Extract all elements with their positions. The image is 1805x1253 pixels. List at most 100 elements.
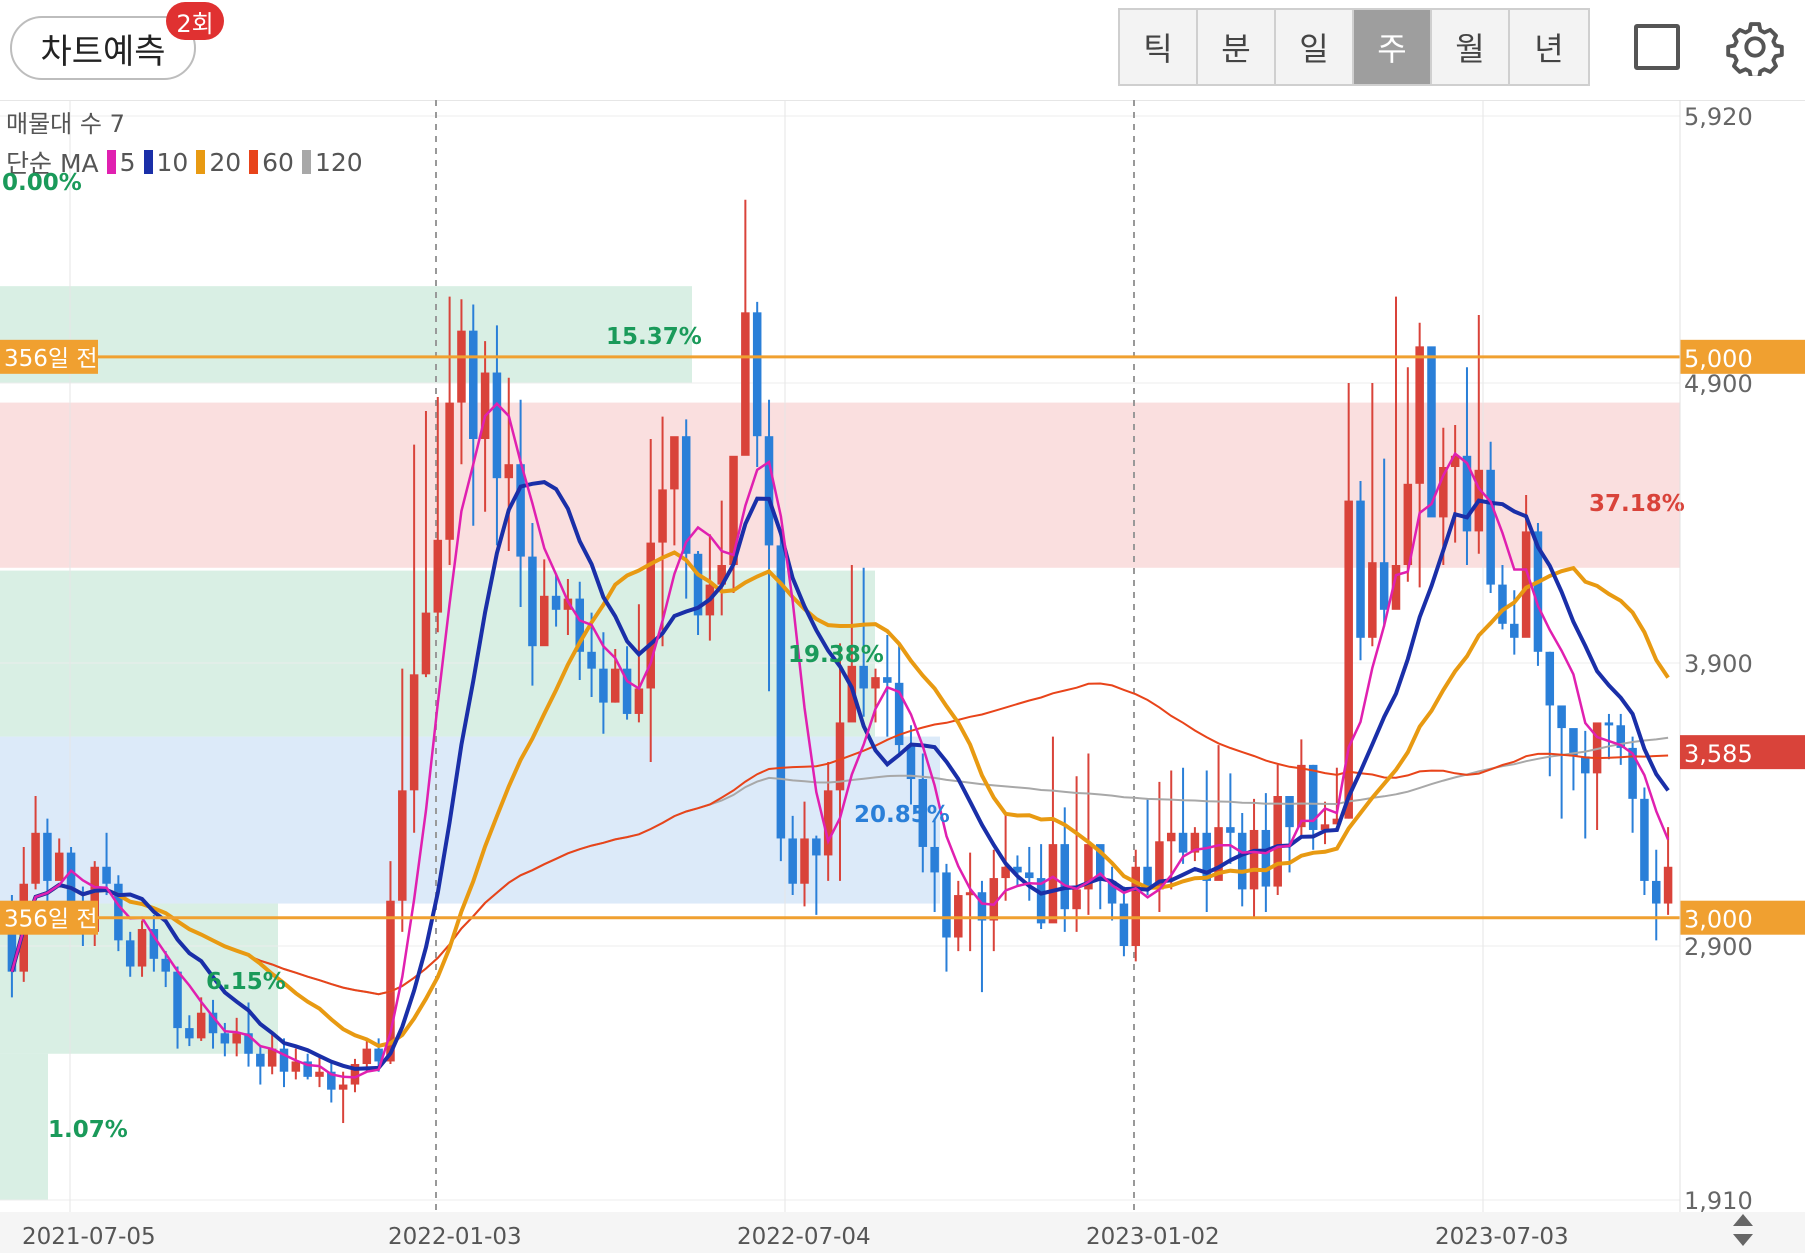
candle-body [1001, 866, 1010, 879]
tab-month[interactable]: 월 [1432, 10, 1510, 84]
tab-tick[interactable]: 틱 [1120, 10, 1198, 84]
candle-body [741, 312, 750, 456]
candle-body [469, 330, 478, 439]
candle-body [1226, 827, 1235, 833]
candle-body [374, 1048, 383, 1062]
ma60-line [10, 682, 1669, 996]
x-tick-label: 2022-07-04 [737, 1224, 871, 1250]
candle-body [1190, 832, 1200, 853]
candle-body [1285, 796, 1294, 828]
candle-body [1178, 832, 1188, 853]
zone-percent-label: 20.85% [854, 802, 950, 828]
candle-body [1545, 651, 1555, 706]
candle-body [658, 489, 667, 543]
volume-profile-label: 매물대 수 7 [6, 110, 125, 138]
ma5-label: 5 [119, 147, 136, 177]
candle-body [185, 1028, 194, 1039]
candle-body [1308, 764, 1318, 830]
volume-zone [0, 402, 1680, 568]
candle-body [1143, 866, 1152, 890]
candle-body [504, 464, 514, 479]
price-line-tag [0, 339, 98, 374]
ma120-swatch [301, 150, 311, 174]
candle-body [1131, 866, 1141, 946]
candle-body [942, 872, 951, 938]
candle-body [398, 790, 407, 901]
candle-body [1237, 832, 1247, 890]
candle-body [894, 682, 904, 746]
candle-body [1249, 829, 1259, 890]
candle-body [551, 595, 561, 610]
candle-body [776, 545, 786, 839]
candle-body [788, 838, 797, 884]
y-tick-label: 4,900 [1684, 370, 1753, 398]
candle-body [1048, 844, 1058, 924]
candle-body [989, 878, 999, 921]
scroll-down-arrow-icon [1733, 1234, 1753, 1246]
candle-body [445, 402, 454, 540]
candle-body [208, 1012, 218, 1034]
candlestick-chart[interactable]: 356일 전 5,000 356일 전 3,000 15.37% 19.38% 20.85%… [0, 100, 1805, 1253]
candle-body [1439, 467, 1448, 518]
candle-body [315, 1071, 324, 1077]
chart-predict-label: 차트예측 [40, 31, 166, 72]
candle-body [327, 1071, 336, 1090]
candle-body [1415, 346, 1424, 484]
candle-body [965, 892, 975, 896]
candle-body [883, 677, 892, 683]
candle-body [1202, 832, 1211, 881]
candle-body [421, 612, 431, 675]
y-tick-label: 3,900 [1684, 650, 1753, 678]
candle-body [1462, 455, 1472, 532]
candle-body [871, 677, 880, 689]
candle-body [1391, 565, 1401, 610]
zone-percent-label: 19.38% [788, 642, 884, 668]
x-axis-band [0, 1212, 1805, 1253]
square-icon[interactable] [1634, 24, 1680, 70]
candle-body [1379, 562, 1389, 610]
candle-body [125, 940, 135, 967]
candle-body [492, 372, 502, 479]
candle-body [196, 1012, 206, 1039]
candle-body [1072, 889, 1081, 910]
candle-body [256, 1053, 265, 1067]
candle-body [1569, 728, 1578, 757]
candle-body [1403, 483, 1413, 565]
candle-body [362, 1048, 372, 1065]
x-tick-label: 2023-07-03 [1435, 1224, 1569, 1250]
candle-body [232, 1033, 241, 1044]
predict-count-badge: 2회 [166, 2, 224, 40]
candle-body [752, 312, 762, 437]
price-line-label: 356일 전 [4, 907, 98, 933]
gear-icon[interactable] [1726, 18, 1784, 76]
candle-body [930, 846, 939, 873]
top-percent-label: 0.00% [2, 170, 82, 196]
price-line-tag [0, 900, 98, 935]
candle-body [1663, 866, 1673, 904]
candle-body [1095, 844, 1105, 881]
candle-body [338, 1084, 348, 1090]
tab-week[interactable]: 주 [1354, 10, 1432, 84]
zone-percent-label: 1.07% [48, 1117, 128, 1143]
y-tick-label: 5,920 [1684, 103, 1753, 131]
candle-body [1273, 796, 1282, 887]
candle-body [244, 1033, 253, 1054]
tab-year[interactable]: 년 [1510, 10, 1588, 84]
candle-body [1628, 747, 1637, 799]
candle-body [1036, 878, 1046, 924]
candle-body [1486, 469, 1495, 585]
candle-body [906, 745, 916, 780]
candle-body [279, 1048, 289, 1072]
top-toolbar: 차트예측 2회 틱 분 일 주 월 년 [0, 0, 1805, 101]
candle-body [1261, 829, 1271, 887]
ma60-label: 60 [262, 147, 294, 177]
ma10-line [9, 480, 1670, 1071]
candle-body [717, 565, 726, 585]
chart-predict-button[interactable]: 차트예측 [10, 16, 196, 80]
candle-body [610, 668, 620, 703]
candle-body [267, 1048, 277, 1067]
tab-day[interactable]: 일 [1276, 10, 1354, 84]
candle-body [729, 455, 738, 565]
tab-minute[interactable]: 분 [1198, 10, 1276, 84]
candle-body [457, 330, 466, 403]
